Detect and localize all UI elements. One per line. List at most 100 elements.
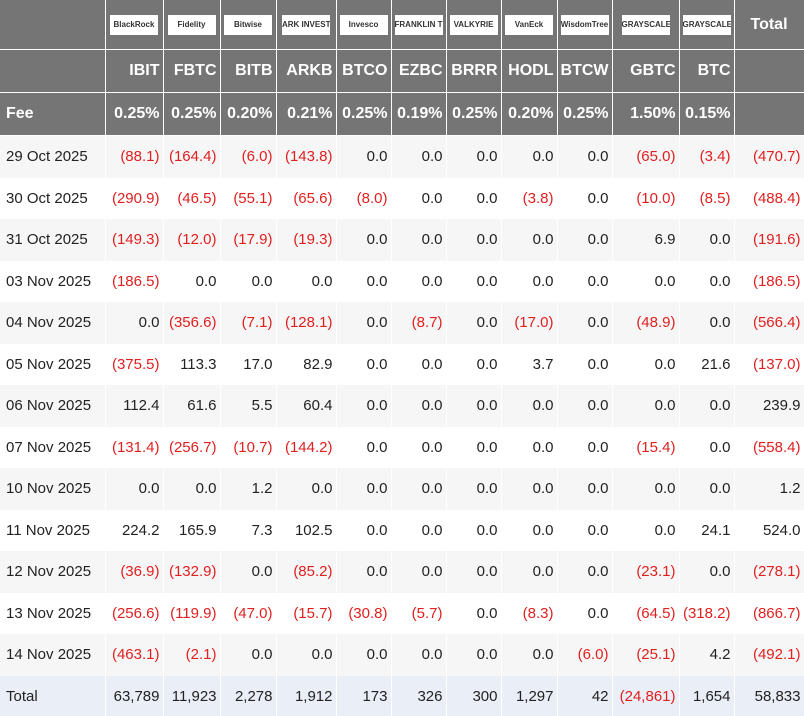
flow-cell: 102.5 xyxy=(276,509,337,551)
flow-cell: 0.0 xyxy=(336,260,392,302)
logo-cell: BlackRock xyxy=(105,0,164,50)
flow-cell: (488.4) xyxy=(734,177,804,219)
flow-cell: 0.0 xyxy=(612,509,680,551)
flow-cell: (23.1) xyxy=(612,551,680,593)
flow-cell: 0.0 xyxy=(276,634,337,676)
flow-cell: 165.9 xyxy=(163,509,221,551)
flow-cell: 0.0 xyxy=(446,343,502,385)
flow-cell: 0.0 xyxy=(391,551,447,593)
ticker: IBIT xyxy=(105,49,164,93)
flow-cell: (10.7) xyxy=(220,426,277,468)
flow-cell: 4.2 xyxy=(679,634,735,676)
flow-cell: (64.5) xyxy=(612,592,680,634)
issuer-logo: Invesco xyxy=(339,14,388,35)
flow-cell: 0.0 xyxy=(446,260,502,302)
flow-cell: 0.0 xyxy=(276,468,337,510)
ticker: BITB xyxy=(220,49,277,93)
flow-cell: 0.0 xyxy=(336,509,392,551)
flow-cell: 0.0 xyxy=(557,260,613,302)
flow-cell: 173 xyxy=(336,675,392,716)
flow-cell: 0.0 xyxy=(557,135,613,178)
data-row: 03 Nov 2025 (186.5) 0.0 0.0 0.0 0.0 0.0 0.0 0.0 0… xyxy=(0,260,804,302)
flow-cell: 0.0 xyxy=(501,135,558,178)
flow-cell: 0.0 xyxy=(336,551,392,593)
flow-cell: 61.6 xyxy=(163,385,221,427)
flow-cell: 0.0 xyxy=(501,509,558,551)
flow-cell: (558.4) xyxy=(734,426,804,468)
flow-cell: (15.4) xyxy=(612,426,680,468)
flow-cell: 0.0 xyxy=(557,177,613,219)
flow-cell: (128.1) xyxy=(276,302,337,344)
flow-cell: 0.0 xyxy=(391,177,447,219)
flow-cell: 0.0 xyxy=(105,468,164,510)
data-row: 07 Nov 2025 (131.4) (256.7) (10.7) (144.2) 0.… xyxy=(0,426,804,468)
fee: 0.25% xyxy=(336,92,392,136)
date: 14 Nov 2025 xyxy=(0,634,106,676)
data-row: 05 Nov 2025 (375.5) 113.3 17.0 82.9 0.0 0.0 0.0… xyxy=(0,343,804,385)
flow-cell: (256.7) xyxy=(163,426,221,468)
flow-cell: 1,654 xyxy=(679,675,735,716)
flow-cell: 0.0 xyxy=(220,551,277,593)
flow-cell: 0.0 xyxy=(446,385,502,427)
flow-cell: 113.3 xyxy=(163,343,221,385)
flow-cell: (8.7) xyxy=(391,302,447,344)
header-cell xyxy=(734,92,804,136)
ticker: BRRR xyxy=(446,49,502,93)
flow-cell: 0.0 xyxy=(105,302,164,344)
flow-cell: (3.8) xyxy=(501,177,558,219)
flow-cell: 300 xyxy=(446,675,502,716)
issuer-logo: GRAYSCALE xyxy=(621,14,670,35)
data-row: 06 Nov 2025 112.4 61.6 5.5 60.4 0.0 0.0 0.0 0.0 0… xyxy=(0,385,804,427)
flow-cell: 42 xyxy=(557,675,613,716)
date: 03 Nov 2025 xyxy=(0,260,106,302)
logo-cell: VALKYRIE xyxy=(446,0,502,50)
flow-cell: (65.0) xyxy=(612,135,680,178)
flow-cell: 0.0 xyxy=(557,219,613,261)
logo-cell: Fidelity xyxy=(163,0,221,50)
flow-cell: (470.7) xyxy=(734,135,804,178)
flow-cell: 0.0 xyxy=(446,302,502,344)
flow-cell: (375.5) xyxy=(105,343,164,385)
ticker-row: IBIT FBTC BITB ARKB BTCO EZBC BRRR HODL BTCW GBTC… xyxy=(0,49,804,93)
total-row: Total 63,789 11,923 2,278 1,912 173 326 300 1,29… xyxy=(0,675,804,716)
flow-cell: 0.0 xyxy=(391,135,447,178)
flow-cell: 0.0 xyxy=(557,385,613,427)
flow-cell: 112.4 xyxy=(105,385,164,427)
date: 31 Oct 2025 xyxy=(0,219,106,261)
flow-cell: 0.0 xyxy=(679,219,735,261)
flow-cell: 0.0 xyxy=(391,219,447,261)
flow-cell: (8.3) xyxy=(501,592,558,634)
flow-cell: (132.9) xyxy=(163,551,221,593)
logo-row: BlackRock Fidelity Bitwise ARK INVEST Invesc… xyxy=(0,0,804,50)
flow-cell: 0.0 xyxy=(501,468,558,510)
flow-cell: 0.0 xyxy=(391,634,447,676)
flow-cell: 1.2 xyxy=(220,468,277,510)
flow-cell: 0.0 xyxy=(336,219,392,261)
data-row: 04 Nov 2025 0.0 (356.6) (7.1) (128.1) 0.0 (8.7… xyxy=(0,302,804,344)
flow-cell: (5.7) xyxy=(391,592,447,634)
flow-cell: (256.6) xyxy=(105,592,164,634)
flow-cell: (492.1) xyxy=(734,634,804,676)
flow-cell: (6.0) xyxy=(557,634,613,676)
date: 13 Nov 2025 xyxy=(0,592,106,634)
logo-cell: GRAYSCALE xyxy=(679,0,735,50)
ticker: ARKB xyxy=(276,49,337,93)
flow-cell: 0.0 xyxy=(336,302,392,344)
issuer-logo: VALKYRIE xyxy=(449,14,498,35)
flow-cell: 1,912 xyxy=(276,675,337,716)
flow-cell: (24,861) xyxy=(612,675,680,716)
fee: 0.21% xyxy=(276,92,337,136)
flow-cell: 0.0 xyxy=(446,177,502,219)
data-row: 10 Nov 2025 0.0 0.0 1.2 0.0 0.0 0.0 0.0 0.0 0.0 0.… xyxy=(0,468,804,510)
flow-cell: 0.0 xyxy=(501,426,558,468)
flow-cell: (30.8) xyxy=(336,592,392,634)
flow-cell: (85.2) xyxy=(276,551,337,593)
flow-cell: 0.0 xyxy=(557,343,613,385)
fee: 0.25% xyxy=(446,92,502,136)
flow-cell: (191.6) xyxy=(734,219,804,261)
flow-cell: (10.0) xyxy=(612,177,680,219)
flow-cell: 0.0 xyxy=(557,468,613,510)
flow-cell: 0.0 xyxy=(612,385,680,427)
flow-cell: 0.0 xyxy=(612,468,680,510)
